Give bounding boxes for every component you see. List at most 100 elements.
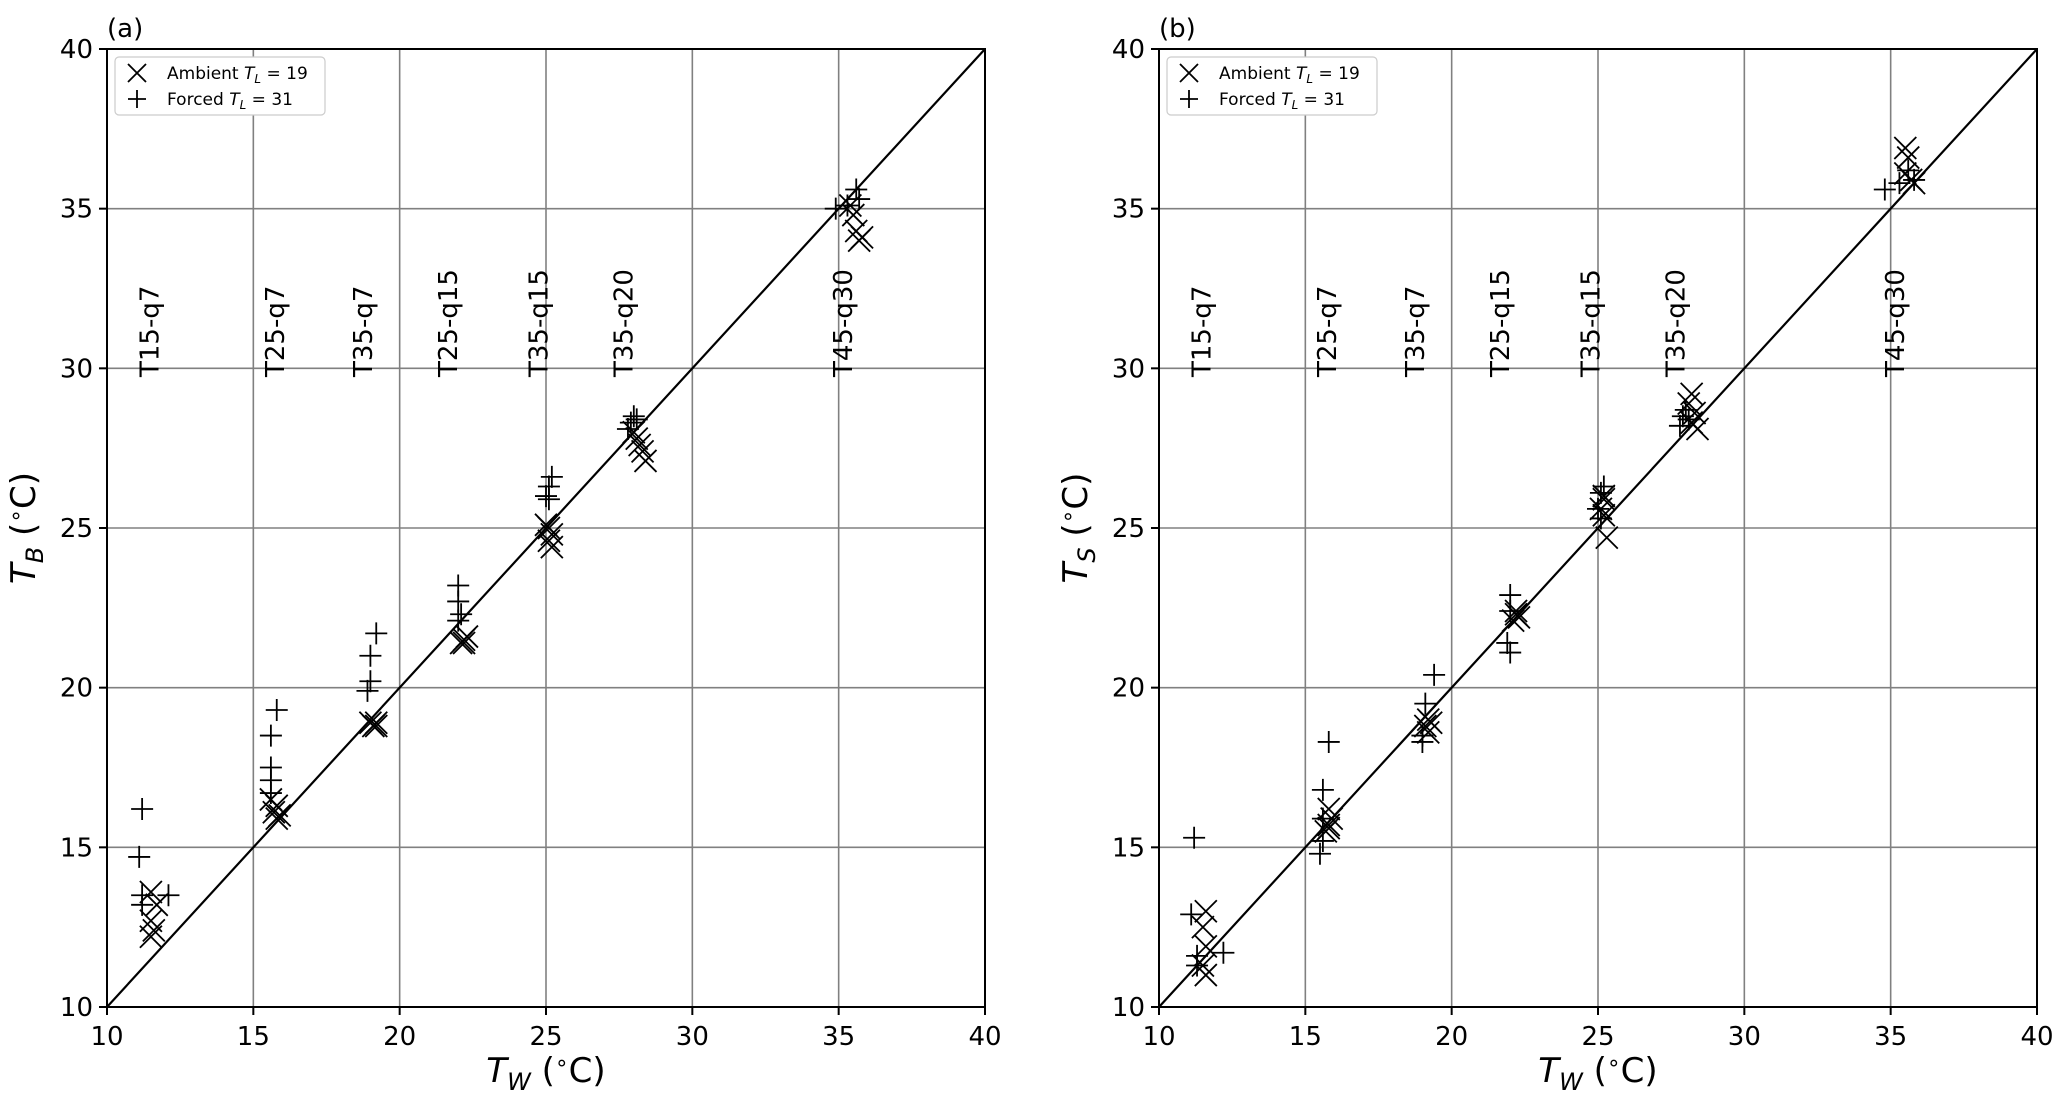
legend-prefix: Forced xyxy=(1219,90,1281,110)
legend-entry: Forced TL = 31 xyxy=(167,90,293,112)
x-marker xyxy=(364,711,388,735)
plus-marker xyxy=(259,724,282,747)
plus-marker xyxy=(1311,807,1334,830)
plus-marker xyxy=(1212,941,1235,964)
plus-marker xyxy=(622,405,645,428)
plus-marker xyxy=(1499,641,1522,664)
legend: Ambient TL = 19 Forced TL = 31 xyxy=(114,56,326,116)
x-axis-label-open: ( xyxy=(1583,1051,1607,1091)
x-tick-label: 35 xyxy=(822,1022,855,1052)
series-ambient xyxy=(1191,136,1926,987)
plus-marker xyxy=(1311,829,1334,852)
x-marker xyxy=(630,439,655,463)
x-marker xyxy=(1194,934,1218,958)
run-label: T15-q7 xyxy=(135,286,165,378)
legend-entry: Ambient TL = 19 xyxy=(167,64,308,86)
plus-marker xyxy=(1186,954,1209,977)
plus-marker xyxy=(836,194,859,217)
y-axis-label-open: ( xyxy=(4,523,44,547)
legend-prefix: Ambient xyxy=(167,64,244,84)
y-tick-label: 40 xyxy=(1112,35,1145,65)
plus-marker xyxy=(1180,903,1203,926)
x-tick-label: 15 xyxy=(1289,1022,1322,1052)
plus-marker xyxy=(450,603,473,626)
y-tick-label: 20 xyxy=(60,674,93,704)
x-marker xyxy=(1893,136,1917,160)
x-axis-label: TW (∘C) xyxy=(1538,1051,1657,1096)
legend-suffix: = 31 xyxy=(246,90,293,110)
y-tick-label: 20 xyxy=(1112,674,1145,704)
x-marker xyxy=(1413,714,1437,738)
x-marker xyxy=(139,909,163,933)
x-tick-label: 25 xyxy=(529,1022,562,1052)
run-label: T35-q7 xyxy=(349,286,379,378)
y-tick-label: 30 xyxy=(60,354,93,384)
x-axis-label-var: T xyxy=(1538,1051,1561,1091)
legend-var: T xyxy=(1281,90,1293,110)
plus-marker xyxy=(359,644,382,667)
plus-marker xyxy=(1411,730,1434,753)
plus-marker xyxy=(447,609,470,632)
y-tick-label: 15 xyxy=(60,833,93,863)
x-tick-label: 20 xyxy=(1435,1022,1468,1052)
panel-b: T15-q7 T25-q7 T35-q7 T25-q15 T35-q15 T35-q20 T… xyxy=(1056,14,2054,1096)
x-marker xyxy=(1592,503,1616,527)
plus-marker xyxy=(535,485,557,508)
y-axis-label-open: ( xyxy=(1056,523,1096,547)
legend-suffix: = 19 xyxy=(1313,64,1360,84)
legend-box xyxy=(1166,56,1378,116)
x-marker xyxy=(364,714,388,738)
y-axis-label-sub: S xyxy=(1073,547,1101,562)
legend-prefix: Forced xyxy=(167,90,229,110)
plus-marker xyxy=(848,188,871,211)
y-axis-label-unit: C) xyxy=(1056,473,1096,510)
x-tick-label: 30 xyxy=(676,1022,709,1052)
x-marker xyxy=(625,426,649,451)
x-marker xyxy=(1419,711,1443,735)
y-tick-label: 15 xyxy=(1112,833,1145,863)
plus-marker xyxy=(1592,475,1615,498)
legend-suffix: = 19 xyxy=(261,64,308,84)
x-marker xyxy=(534,513,558,537)
x-marker xyxy=(1595,525,1619,550)
plus-marker xyxy=(1677,408,1700,431)
plus-marker xyxy=(619,411,642,434)
series-forced xyxy=(128,178,871,916)
series-forced xyxy=(1180,159,1926,977)
x-marker xyxy=(139,925,163,949)
run-label: T35-q20 xyxy=(1662,269,1692,378)
x-marker xyxy=(1416,720,1440,745)
plus-marker xyxy=(128,845,151,868)
x-marker xyxy=(1501,608,1525,633)
x-axis-label-sub: W xyxy=(507,1068,532,1096)
y-axis-label-var: T xyxy=(1056,560,1096,583)
plus-marker xyxy=(616,418,639,441)
run-label: T35-q7 xyxy=(1401,286,1431,378)
x-tick-label: 10 xyxy=(1142,1022,1175,1052)
run-label: T35-q20 xyxy=(610,269,640,378)
plus-marker xyxy=(259,782,282,805)
legend-suffix: = 31 xyxy=(1298,90,1345,110)
x-tick-label: 35 xyxy=(1874,1022,1907,1052)
series-ambient xyxy=(139,193,874,949)
legend-entry: Forced TL = 31 xyxy=(1219,90,1345,112)
plus-marker xyxy=(1888,172,1911,195)
legend-plus-marker xyxy=(1180,90,1198,108)
x-marker xyxy=(1896,145,1920,170)
x-marker xyxy=(145,893,169,917)
x-marker xyxy=(455,624,479,649)
plus-marker xyxy=(824,197,847,220)
x-marker xyxy=(1194,899,1218,923)
x-tick-label: 25 xyxy=(1581,1022,1614,1052)
run-label: T45-q30 xyxy=(829,269,859,378)
x-tick-label: 15 xyxy=(237,1022,270,1052)
run-label: T45-q30 xyxy=(1881,269,1911,378)
x-marker xyxy=(540,535,564,559)
x-marker xyxy=(1682,401,1707,425)
y-axis-label: TB (∘C) xyxy=(4,472,49,584)
x-tick-label: 40 xyxy=(968,1022,1001,1052)
panel-label: (a) xyxy=(107,14,143,44)
plus-marker xyxy=(1499,600,1522,623)
x-marker xyxy=(537,529,561,553)
plus-marker xyxy=(1414,692,1437,715)
